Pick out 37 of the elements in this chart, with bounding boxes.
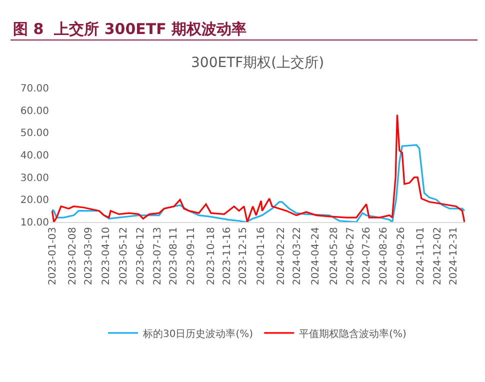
x-tick-label: 2024-01-16 (256, 227, 267, 286)
x-tick-label: 2024-12-02 (432, 227, 444, 286)
legend-label: 平值期权隐含波动率(%) (299, 328, 407, 340)
chart-title: 图 8 上交所 300ETF 期权波动率 (13, 20, 247, 38)
x-tick-label: 2023-11-16 (222, 227, 234, 286)
y-tick-label: 30.00 (20, 172, 49, 184)
x-tick-label: 2023-12-15 (238, 227, 250, 286)
x-tick-label: 2023-10-18 (206, 227, 218, 286)
x-tick-label: 2024-05-28 (329, 227, 340, 286)
x-tick-label: 2024-03-22 (292, 227, 304, 286)
y-tick-label: 10.00 (20, 218, 49, 228)
x-tick-label: 2024-08-26 (378, 227, 390, 286)
x-tick-label: 2024-02-22 (276, 227, 288, 286)
x-tick-label: 2023-09-11 (186, 227, 197, 286)
y-tick-label: 20.00 (20, 195, 49, 206)
x-tick-label: 2023-03-09 (83, 227, 94, 286)
x-tick-label: 2023-04-10 (100, 227, 112, 286)
x-tick-label: 2024-07-26 (362, 227, 373, 286)
y-tick-label: 50.00 (20, 128, 49, 140)
x-tick-label: 2023-05-12 (118, 227, 130, 286)
x-tick-label: 2023-02-08 (67, 227, 78, 286)
x-tick-label: 2024-12-31 (448, 227, 460, 286)
y-tick-label: 70.00 (20, 84, 49, 94)
line-series (51, 144, 465, 222)
x-tick-label: 2024-09-26 (396, 227, 407, 286)
chart-subtitle: 300ETF期权(上交所) (191, 55, 324, 71)
y-tick-label: 40.00 (20, 150, 49, 162)
x-tick-label: 2023-07-13 (152, 227, 164, 286)
legend-label: 标的30日历史波动率(%) (142, 328, 254, 340)
x-tick-label: 2023-01-03 (47, 227, 58, 286)
line-series (51, 114, 465, 222)
y-tick-label: 60.00 (20, 106, 49, 117)
x-tick-label: 2024-11-01 (416, 227, 427, 286)
x-tick-label: 2023-08-11 (168, 227, 180, 286)
x-tick-label: 2023-06-12 (136, 227, 147, 286)
x-tick-label: 2024-04-24 (310, 227, 322, 286)
x-tick-label: 2024-06-27 (346, 227, 357, 286)
